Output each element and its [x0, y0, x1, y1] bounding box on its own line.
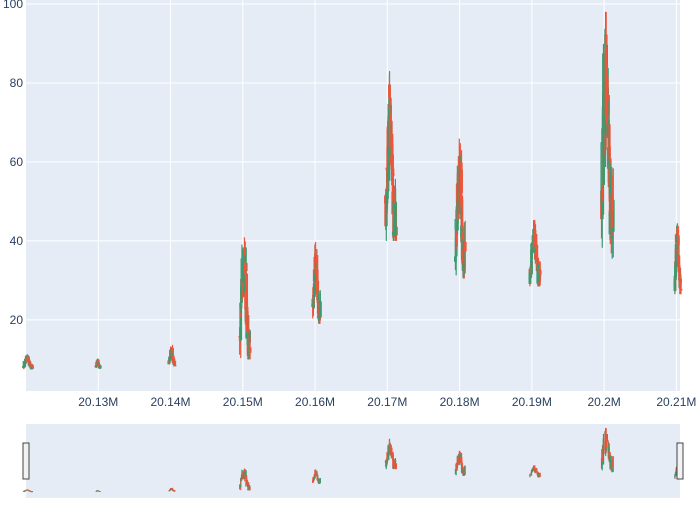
- x-tick-label: 20.16M: [295, 395, 335, 409]
- y-tick-label: 80: [10, 76, 24, 90]
- candle-body: [27, 360, 31, 365]
- candle-body: [531, 246, 534, 252]
- candle-body: [534, 240, 537, 247]
- candle-body: [168, 357, 172, 360]
- candle-body: [674, 264, 677, 280]
- candle-body: [463, 241, 467, 252]
- candle-body: [391, 231, 395, 236]
- candle-body: [676, 230, 680, 236]
- candle-body: [528, 272, 532, 284]
- range-slider-left-handle[interactable]: [22, 442, 30, 480]
- candle-body: [26, 356, 30, 361]
- candle-body: [391, 174, 395, 176]
- candle-body: [243, 262, 247, 274]
- x-tick-label: 20.18M: [440, 395, 480, 409]
- candle-body: [530, 252, 534, 254]
- candle-body: [602, 53, 605, 107]
- candle-body: [604, 115, 608, 132]
- candle-body: [454, 256, 457, 262]
- candle-body: [679, 288, 683, 291]
- candle-body: [535, 244, 539, 262]
- candle-body: [610, 199, 614, 211]
- x-tick-label: 20.17M: [367, 395, 407, 409]
- candle-body: [317, 315, 321, 321]
- candle-body: [244, 306, 248, 325]
- candle-body: [673, 278, 677, 291]
- range-slider-background[interactable]: [26, 424, 680, 498]
- candlestick-series: [22, 11, 683, 370]
- candle-body: [96, 359, 100, 362]
- x-tick-label: 20.2M: [587, 395, 620, 409]
- candle-body: [98, 365, 102, 367]
- candle-body: [538, 270, 542, 275]
- x-tick-label: 20.15M: [223, 395, 263, 409]
- candle-body: [318, 301, 322, 318]
- candle-body: [385, 167, 389, 171]
- x-axis-tick-labels: 20.13M 20.14M 20.15M 20.16M 20.17M 20.18M 20.1…: [78, 395, 696, 409]
- x-tick-label: 20.19M: [512, 395, 552, 409]
- x-tick-label: 20.13M: [78, 395, 118, 409]
- candle-body: [239, 302, 243, 309]
- candle-body: [678, 278, 682, 289]
- candle-body: [393, 203, 397, 236]
- main-plot-background: [26, 0, 680, 391]
- candle-body: [611, 199, 615, 232]
- x-tick-label: 20.14M: [151, 395, 191, 409]
- candle-body: [316, 282, 319, 300]
- candle-body: [30, 367, 34, 369]
- candle-body: [675, 249, 678, 266]
- candle-body: [462, 241, 466, 268]
- candle-body: [606, 147, 610, 169]
- candle-body: [388, 84, 391, 98]
- y-axis-tick-labels: 20 40 60 80 100: [3, 0, 23, 327]
- candle-body: [461, 247, 464, 251]
- candle-body: [23, 364, 27, 367]
- candle-body: [173, 364, 177, 367]
- y-tick-label: 60: [10, 155, 24, 169]
- candle-body: [390, 133, 394, 170]
- y-tick-label: 100: [3, 0, 23, 11]
- candle-body: [391, 175, 394, 186]
- y-tick-label: 40: [10, 234, 24, 248]
- candle-body: [239, 302, 243, 341]
- x-tick-label: 20.21M: [656, 395, 696, 409]
- candle-body: [459, 192, 463, 196]
- candle-body: [171, 347, 174, 354]
- y-tick-label: 20: [10, 313, 24, 327]
- range-slider-right-handle[interactable]: [676, 442, 684, 480]
- y-gridlines: [26, 3, 680, 321]
- candle-body: [248, 347, 252, 353]
- candle-body: [605, 64, 608, 121]
